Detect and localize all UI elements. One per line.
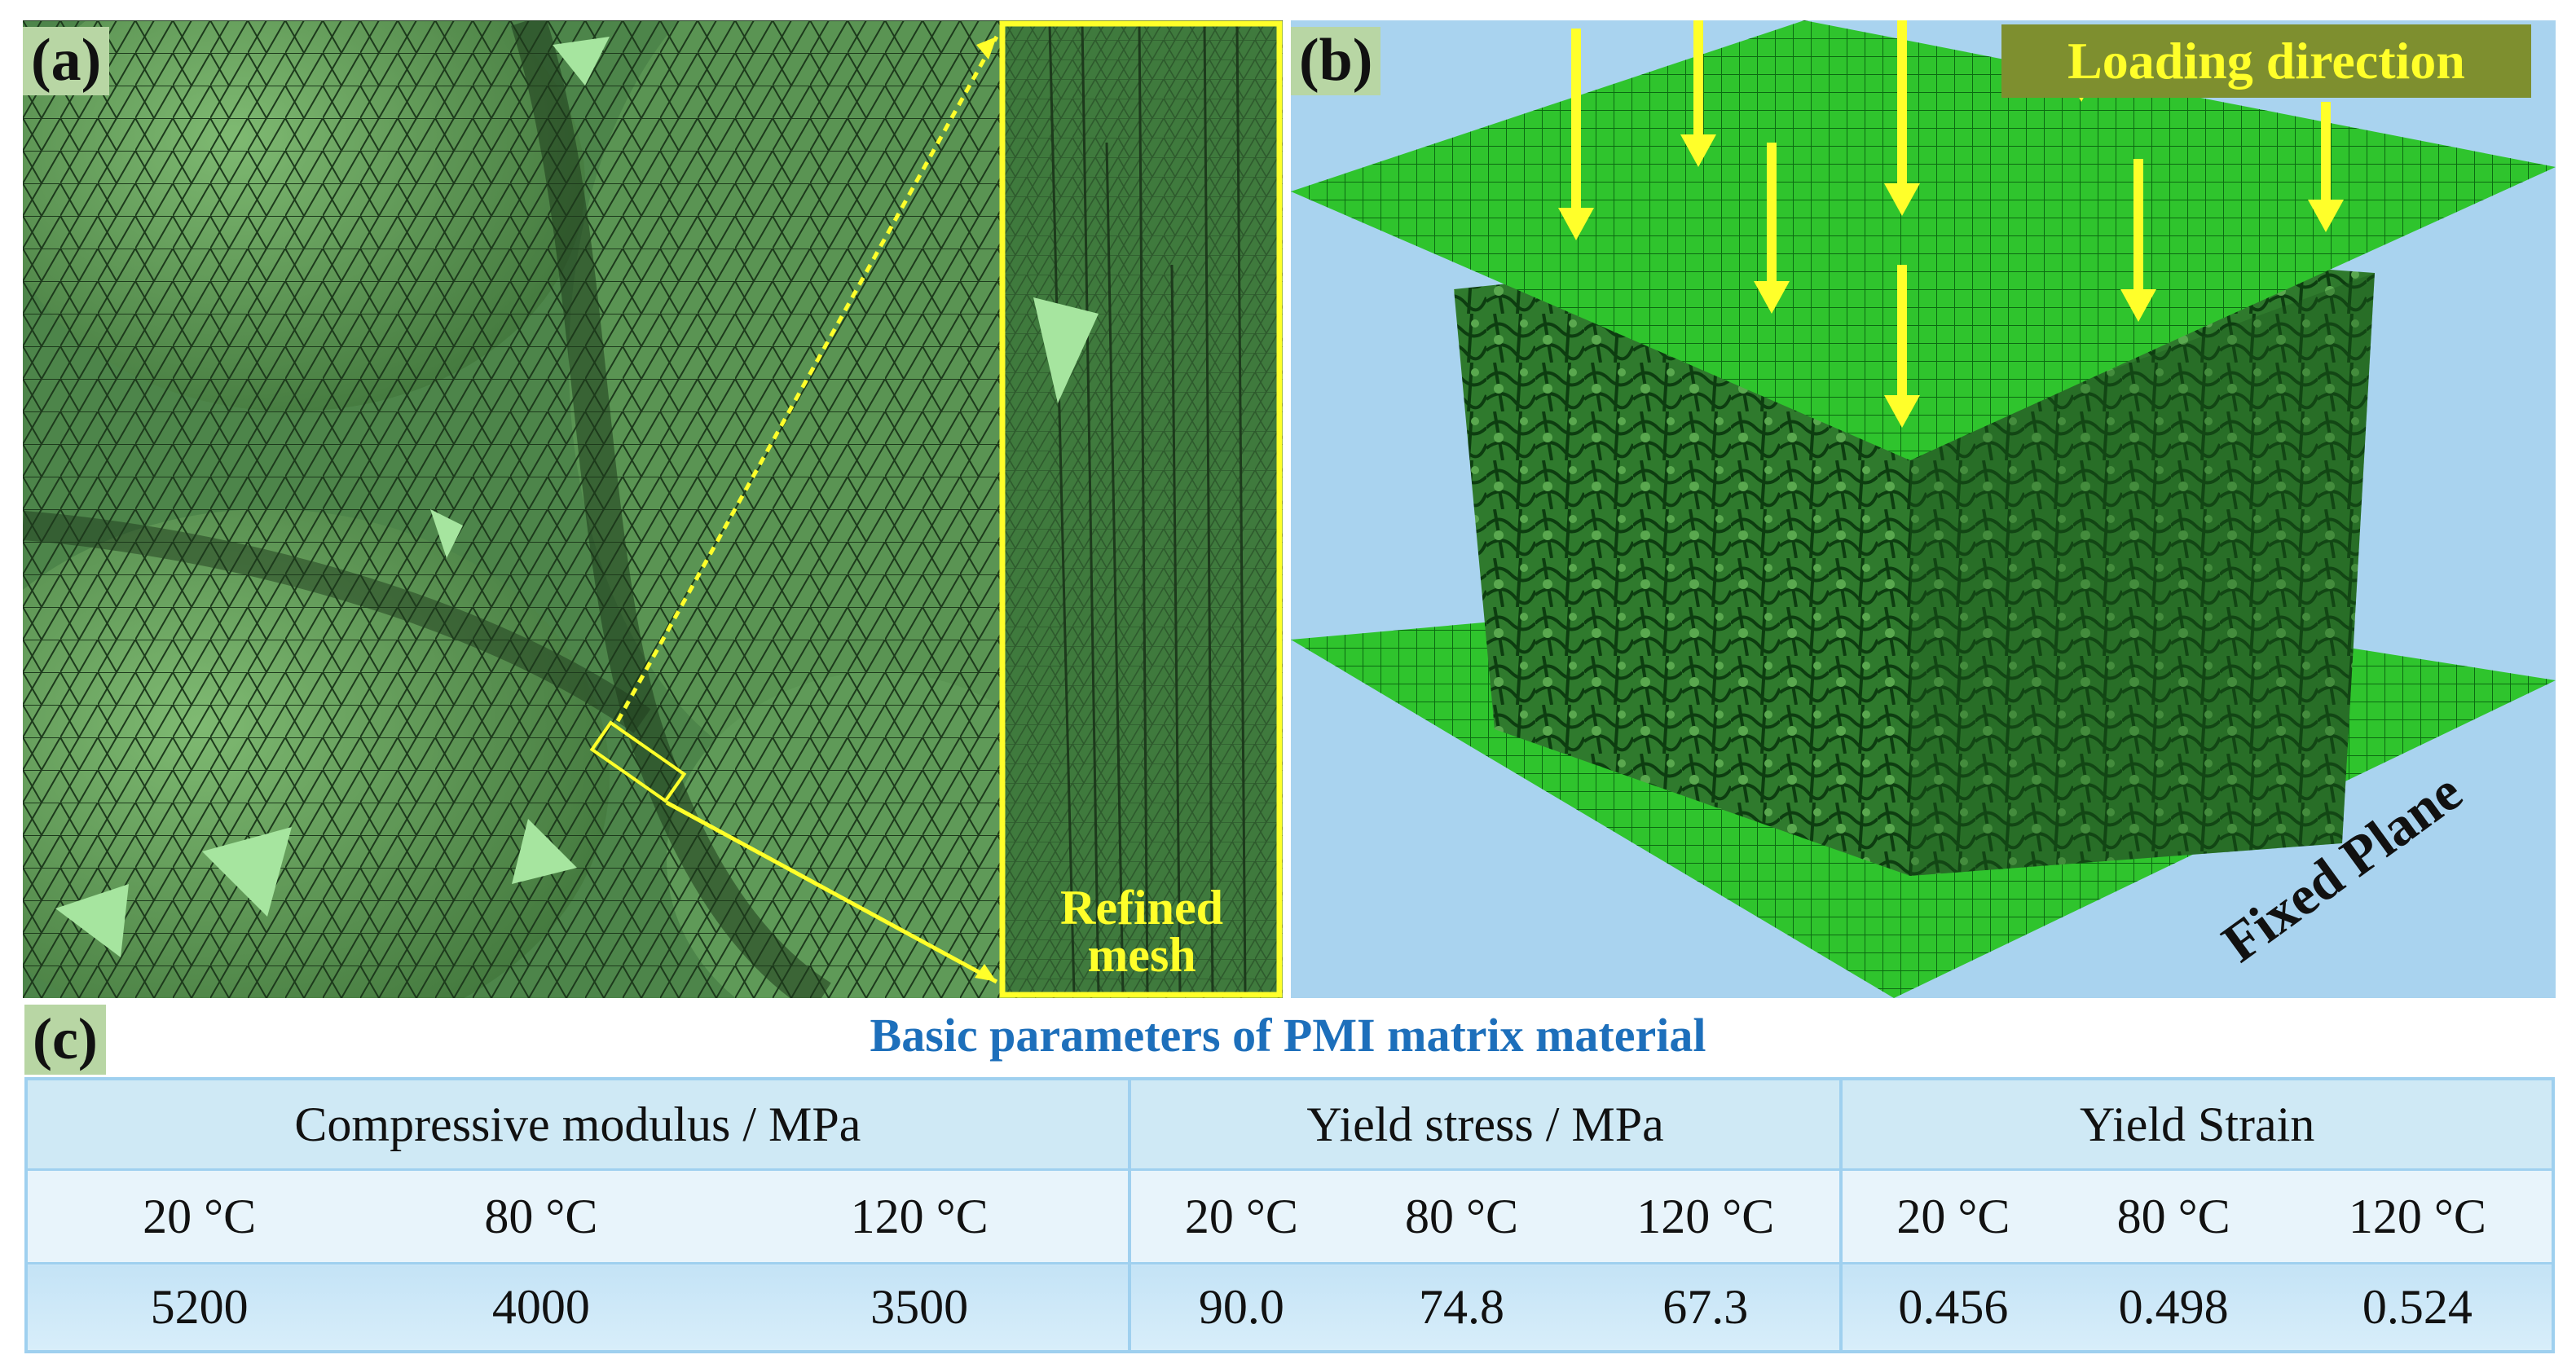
temp-cell: 80 °C <box>371 1169 711 1264</box>
refined-mesh-label: Refined mesh <box>1007 881 1276 982</box>
value-cell: 4000 <box>371 1262 711 1352</box>
compression-setup-illustration <box>1291 20 2556 998</box>
value-cell: 0.498 <box>2063 1262 2283 1352</box>
panel-a-mesh-image: (a) Refined mesh <box>23 20 1283 998</box>
value-cell: 0.456 <box>1839 1262 2064 1352</box>
header-yield-strain: Yield Strain <box>1839 1079 2553 1171</box>
value-cell: 0.524 <box>2283 1262 2553 1352</box>
panel-b-compression-model: (b) Loading direction Fixed Plane <box>1291 20 2556 998</box>
table-values-row: 5200 4000 3500 90.0 74.8 67.3 0.456 0.49… <box>26 1262 2553 1352</box>
temp-cell: 80 °C <box>2063 1169 2283 1264</box>
value-cell: 3500 <box>711 1262 1129 1352</box>
temp-cell: 20 °C <box>1127 1169 1352 1264</box>
value-cell: 67.3 <box>1571 1262 1842 1352</box>
table-header-row: Compressive modulus / MPa Yield stress /… <box>26 1079 2553 1171</box>
table-temperature-row: 20 °C 80 °C 120 °C 20 °C 80 °C 120 °C 20… <box>26 1169 2553 1264</box>
temp-cell: 80 °C <box>1351 1169 1572 1264</box>
refined-mesh-inset <box>999 20 1283 998</box>
zoom-box <box>589 35 999 984</box>
table-caption: Basic parameters of PMI matrix material <box>870 1009 1706 1062</box>
header-compressive-modulus: Compressive modulus / MPa <box>26 1079 1129 1171</box>
panel-a-label: (a) <box>23 27 110 95</box>
loading-direction-label: Loading direction <box>2001 24 2531 98</box>
value-cell: 5200 <box>26 1262 372 1352</box>
value-cell: 90.0 <box>1127 1262 1352 1352</box>
temp-cell: 20 °C <box>26 1169 372 1264</box>
temp-cell: 120 °C <box>2283 1169 2553 1264</box>
temp-cell: 20 °C <box>1839 1169 2064 1264</box>
panel-c-label: (c) <box>24 1005 106 1075</box>
refined-mesh-line-2: mesh <box>1087 928 1196 982</box>
parameters-table: Compressive modulus / MPa Yield stress /… <box>24 1077 2555 1353</box>
refined-mesh-line-1: Refined <box>1060 881 1223 935</box>
temp-cell: 120 °C <box>711 1169 1129 1264</box>
panel-b-label: (b) <box>1291 27 1381 95</box>
mesh-illustration <box>23 20 1283 998</box>
header-yield-stress: Yield stress / MPa <box>1127 1079 1842 1171</box>
temp-cell: 120 °C <box>1571 1169 1842 1264</box>
value-cell: 74.8 <box>1351 1262 1572 1352</box>
